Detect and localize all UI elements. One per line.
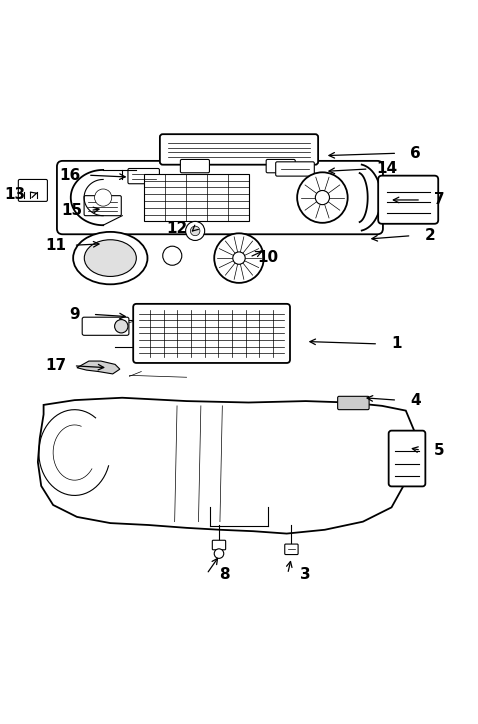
Text: 14: 14 [376,161,397,177]
FancyBboxPatch shape [180,159,209,173]
Text: 1: 1 [391,337,402,351]
FancyBboxPatch shape [389,431,425,487]
Text: 8: 8 [219,567,230,581]
Circle shape [214,549,224,558]
Text: 3: 3 [300,567,311,581]
FancyBboxPatch shape [82,317,129,335]
Circle shape [233,252,245,264]
FancyBboxPatch shape [212,540,226,550]
Circle shape [185,222,205,240]
Text: 9: 9 [69,307,80,322]
FancyBboxPatch shape [57,161,383,235]
Circle shape [95,189,112,206]
Text: 10: 10 [257,250,278,265]
Text: 2: 2 [424,228,435,243]
Circle shape [115,319,128,333]
Text: 13: 13 [4,187,25,202]
FancyBboxPatch shape [285,544,298,555]
FancyBboxPatch shape [133,304,290,363]
Circle shape [297,172,348,223]
Text: 16: 16 [59,168,80,182]
Text: 11: 11 [45,237,66,253]
Circle shape [214,233,264,283]
Text: 6: 6 [410,146,421,161]
Circle shape [190,226,200,236]
Circle shape [315,190,329,205]
Text: 7: 7 [434,193,445,208]
Text: 15: 15 [62,203,83,218]
Text: 12: 12 [166,221,188,236]
Text: 17: 17 [45,358,66,374]
Polygon shape [38,397,415,534]
FancyBboxPatch shape [276,162,315,176]
FancyBboxPatch shape [337,396,369,410]
FancyBboxPatch shape [378,176,438,224]
FancyBboxPatch shape [84,195,121,216]
Polygon shape [77,361,120,374]
Text: 5: 5 [434,442,445,458]
FancyBboxPatch shape [266,159,295,173]
Ellipse shape [73,232,148,285]
FancyBboxPatch shape [18,180,47,201]
Ellipse shape [84,240,136,277]
Circle shape [163,246,182,265]
FancyBboxPatch shape [128,169,159,184]
Bar [144,174,249,222]
Text: 4: 4 [410,392,421,408]
FancyBboxPatch shape [160,134,318,164]
